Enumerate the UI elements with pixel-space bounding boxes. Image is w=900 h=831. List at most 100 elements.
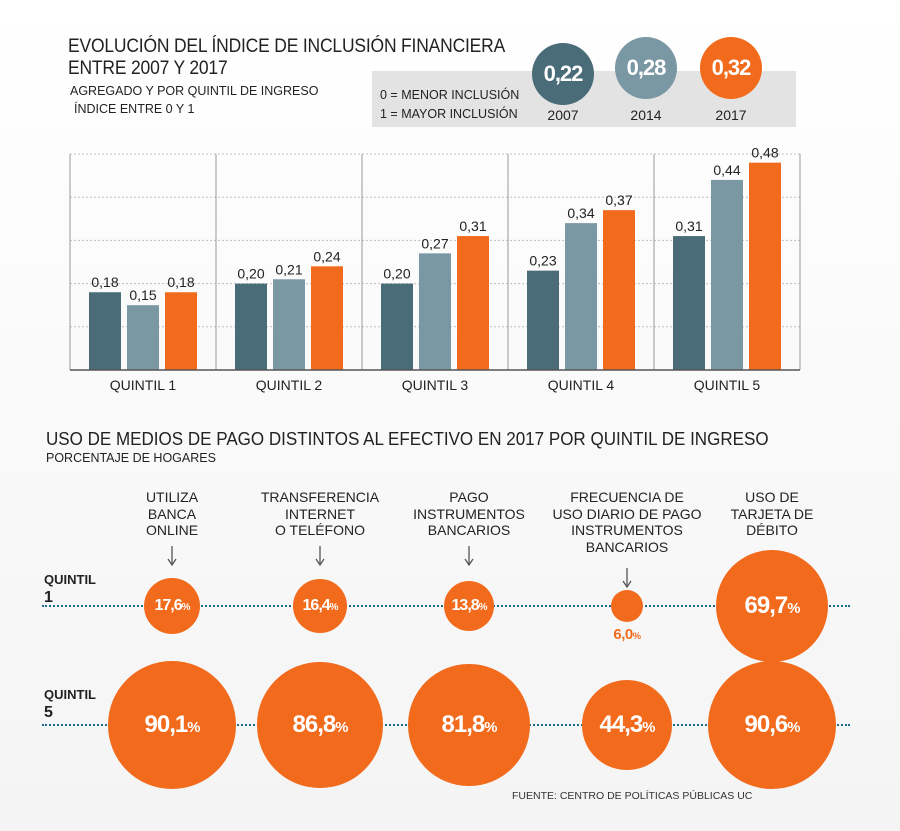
bar-2007: [89, 292, 121, 370]
row-label-num: 5: [44, 704, 53, 721]
bubble-value: 16,4: [302, 596, 331, 614]
row-label-word: QUINTIL: [44, 687, 96, 702]
bar-value-label: 0,31: [675, 218, 702, 234]
bar-2014: [127, 305, 159, 370]
bubble-value-label: 16,4%: [302, 596, 339, 615]
bubble-value-label: 13,8%: [451, 596, 488, 615]
subtitle-index-range: ÍNDICE ENTRE 0 Y 1: [74, 102, 195, 116]
x-tick-label: QUINTIL 2: [256, 377, 323, 393]
bar-2017: [311, 266, 343, 370]
bubble-value-label: 86,8%: [292, 710, 349, 739]
bar-2014: [711, 179, 743, 370]
bar-2014: [565, 223, 597, 370]
column-header: PAGO INSTRUMENTOS BANCARIOS: [389, 489, 549, 539]
legend-min: 0 = MENOR INCLUSIÓN: [380, 88, 520, 102]
aggregate-circle-2014: 0,28: [615, 37, 677, 99]
bubble-value-label: 17,6%: [154, 596, 191, 615]
bar-value-label: 0,24: [313, 248, 340, 264]
column-header-line: ONLINE: [145, 522, 199, 538]
bubble-value: 90,1: [144, 710, 189, 738]
chart-subtitle: AGREGADO Y POR QUINTIL DE INGRESO ÍNDICE…: [70, 82, 318, 118]
percent-sign: %: [181, 601, 191, 613]
aggregate-circle-2007: 0,22: [532, 43, 594, 105]
bar-value-label: 0,20: [237, 266, 264, 282]
percent-sign: %: [632, 631, 641, 642]
bar-value-label: 0,15: [129, 287, 156, 303]
aggregate-year-2007: 2007: [547, 107, 579, 123]
aggregate-year-2017: 2017: [715, 107, 747, 123]
bubble-quintil-5: 81,8%: [408, 664, 530, 786]
bubble-value: 13,8: [451, 596, 480, 614]
bar-value-label: 0,20: [383, 266, 410, 282]
down-arrow-icon: [315, 546, 325, 567]
chart-title: EVOLUCIÓN DEL ÍNDICE DE INCLUSIÓN FINANC…: [68, 36, 505, 80]
x-tick-label: QUINTIL 3: [402, 377, 469, 393]
bubble-value: 86,8: [292, 710, 337, 738]
chart-title-line2: ENTRE 2007 Y 2017: [68, 58, 228, 79]
column-header-line: BANCARIOS: [585, 538, 669, 555]
bar-value-label: 0,34: [567, 205, 594, 221]
bubble-value: 44,3: [599, 710, 644, 738]
section2-subtitle: PORCENTAJE DE HOGARES: [46, 451, 216, 465]
bar-value-label: 0,44: [713, 162, 740, 178]
percent-sign: %: [187, 719, 200, 736]
bar-2007: [235, 283, 267, 370]
percent-sign: %: [642, 719, 655, 736]
column-header-line: BANCA: [147, 505, 197, 522]
bar-2017: [603, 210, 635, 370]
column-header-line: O TELÉFONO: [275, 522, 365, 538]
bubble-value-label: 90,1%: [144, 710, 201, 739]
bar-value-label: 0,37: [605, 192, 632, 208]
column-header-line: FRECUENCIA DE: [570, 489, 684, 505]
bubble-value: 90,6: [744, 711, 789, 738]
bubble-value: 69,7: [744, 591, 789, 619]
percent-sign: %: [478, 601, 488, 613]
aggregate-circle-2017: 0,32: [700, 37, 762, 99]
bubble-value-label: 69,7%: [744, 591, 801, 620]
x-tick-label: QUINTIL 4: [548, 377, 615, 393]
bubble-value-label: 6,0%: [613, 626, 641, 644]
bubble-value-label: 90,6%: [744, 711, 801, 739]
x-tick-label: QUINTIL 5: [694, 377, 761, 393]
source-note: FUENTE: CENTRO DE POLÍTICAS PÚBLICAS UC: [512, 790, 753, 802]
bar-2017: [749, 162, 781, 370]
row-label-num: 1: [44, 589, 53, 606]
down-arrow-icon: [622, 568, 632, 589]
column-header-line: USO DIARIO DE PAGO: [552, 505, 702, 522]
bar-value-label: 0,18: [167, 274, 194, 290]
percent-sign: %: [484, 719, 497, 736]
column-header: UTILIZA BANCA ONLINE: [92, 489, 252, 539]
bubble-value: 81,8: [441, 710, 486, 738]
bubble-quintil-5: 44,3%: [582, 680, 672, 770]
row-label-word: QUINTIL: [44, 572, 96, 587]
percent-sign: %: [335, 719, 348, 736]
bar-2007: [673, 236, 705, 370]
down-arrow-icon: [167, 546, 177, 567]
bubble-value-label: 81,8%: [441, 710, 498, 739]
bubble-quintil-1: [610, 589, 644, 623]
column-header-line: DÉBITO: [746, 522, 798, 538]
chart-title-line1: EVOLUCIÓN DEL ÍNDICE DE INCLUSIÓN FINANC…: [68, 36, 506, 57]
bubble-quintil-1: 69,7%: [715, 549, 829, 663]
bubble-quintil-1: 16,4%: [292, 578, 348, 634]
column-header-line: PAGO: [449, 489, 489, 505]
column-header: FRECUENCIA DE USO DIARIO DE PAGO INSTRUMEN…: [547, 489, 707, 555]
percent-sign: %: [787, 720, 800, 736]
percent-sign: %: [329, 601, 339, 613]
column-header-line: BANCARIOS: [427, 522, 511, 538]
bubble-value: 17,6: [154, 596, 183, 614]
column-header-line: INSTRUMENTOS: [571, 522, 683, 538]
bubble-quintil-1: 17,6%: [143, 577, 201, 635]
bar-2014: [419, 253, 451, 370]
bar-chart: 0,18 0,15 0,18 QUINTIL 1 0,20 0,21 0,24 QUINTIL…: [69, 145, 801, 393]
subtitle-aggregate: AGREGADO Y POR QUINTIL DE INGRESO: [70, 84, 319, 98]
bubble-value: 6,0: [613, 626, 633, 644]
column-header-line: UTILIZA: [145, 489, 199, 505]
bubble-quintil-5: 90,1%: [108, 661, 236, 789]
legend-max: 1 = MAYOR INCLUSIÓN: [380, 107, 518, 121]
percent-sign: %: [787, 600, 800, 617]
bar-2017: [165, 292, 197, 370]
column-header: TRANSFERENCIA INTERNET O TELÉFONO: [240, 489, 400, 539]
bar-value-label: 0,21: [275, 261, 302, 277]
bar-2014: [273, 279, 305, 370]
